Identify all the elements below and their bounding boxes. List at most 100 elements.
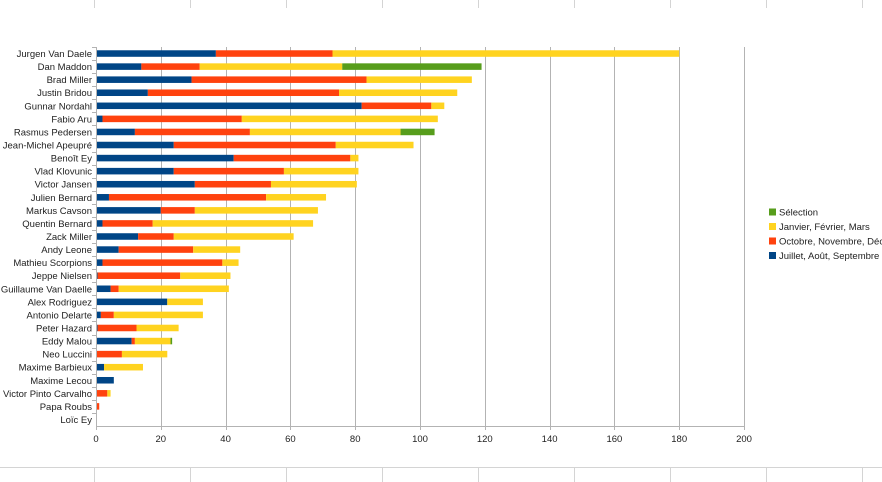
bar-series bbox=[96, 50, 680, 410]
bar-segment bbox=[366, 76, 472, 83]
bar-segment bbox=[113, 311, 203, 319]
x-tick-label: 60 bbox=[285, 434, 296, 445]
x-tick-label: 40 bbox=[220, 434, 231, 445]
category-label: Victor Pinto Carvalho bbox=[3, 389, 92, 400]
bar-segment bbox=[332, 50, 680, 57]
bar-segment bbox=[96, 337, 132, 345]
category-label: Antonio Delarte bbox=[27, 310, 92, 321]
category-label: Dan Maddon bbox=[38, 62, 92, 73]
category-label: Jean-Michel Apeupré bbox=[3, 141, 92, 152]
x-tick-label: 100 bbox=[412, 434, 428, 445]
bar-segment bbox=[96, 180, 195, 188]
bar-segment bbox=[131, 337, 135, 345]
bar-segment bbox=[361, 102, 432, 110]
bar-segment bbox=[152, 220, 314, 227]
bar-segment bbox=[96, 376, 114, 384]
bar-segment bbox=[97, 272, 181, 279]
bar-segment bbox=[170, 337, 173, 345]
bar-segment bbox=[249, 128, 401, 136]
category-label: Quentin Bernard bbox=[22, 219, 92, 230]
legend-label: Juillet, Août, Septembre bbox=[779, 251, 879, 262]
x-tick-label: 80 bbox=[350, 434, 361, 445]
x-tick-label: 180 bbox=[671, 434, 687, 445]
bar-segment bbox=[173, 141, 336, 149]
bar-segment bbox=[97, 324, 137, 332]
category-label: Andy Leone bbox=[41, 245, 92, 256]
bar-segment bbox=[134, 128, 250, 136]
category-label: Markus Cavson bbox=[26, 206, 92, 217]
category-label: Rasmus Pedersen bbox=[14, 127, 92, 138]
bar-segment bbox=[138, 233, 174, 240]
bar-segment bbox=[147, 89, 339, 97]
bar-segment bbox=[141, 63, 200, 70]
bar-segment bbox=[233, 154, 351, 162]
category-label: Julien Bernard bbox=[31, 193, 92, 204]
bar-segment bbox=[194, 180, 271, 188]
bar-segment bbox=[96, 207, 161, 214]
legend-swatch bbox=[769, 223, 776, 230]
category-label: Brad Miller bbox=[47, 75, 92, 86]
category-label: Neo Luccini bbox=[42, 350, 92, 361]
category-label: Benoît Ey bbox=[51, 154, 92, 165]
bar-segment bbox=[107, 390, 111, 397]
bar-segment bbox=[118, 285, 229, 293]
bar-segment bbox=[350, 154, 359, 162]
category-label: Maxime Lecou bbox=[30, 376, 92, 387]
bar-segment bbox=[121, 350, 168, 358]
category-label: Peter Hazard bbox=[36, 323, 92, 334]
bar-segment bbox=[173, 233, 294, 240]
category-label: Alex Rodriguez bbox=[28, 297, 93, 308]
legend: Sélection Janvier, Février, Mars Octobre, … bbox=[769, 208, 882, 262]
bar-segment bbox=[241, 115, 438, 123]
bar-segment bbox=[96, 390, 108, 397]
bar-segment bbox=[96, 350, 122, 358]
bar-segment bbox=[104, 363, 143, 371]
category-label: Vlad Klovunic bbox=[34, 167, 92, 178]
bar-segment bbox=[96, 194, 109, 201]
x-tick-label: 200 bbox=[736, 434, 752, 445]
bar-segment bbox=[199, 63, 343, 70]
bar-segment bbox=[342, 63, 482, 70]
bar-segment bbox=[96, 233, 139, 240]
category-label: Maxime Barbieux bbox=[19, 363, 93, 374]
bar-segment bbox=[191, 76, 367, 83]
legend-swatch bbox=[769, 208, 776, 216]
bar-segment bbox=[108, 194, 267, 201]
bar-segment bbox=[96, 403, 100, 410]
category-labels: Jurgen Van Daele Dan Maddon Brad Miller Jus… bbox=[1, 49, 92, 426]
category-label: Jeppe Nielsen bbox=[32, 271, 92, 282]
bar-segment bbox=[96, 76, 192, 83]
bar-segment bbox=[167, 298, 203, 306]
bar-segment bbox=[180, 272, 231, 279]
bar-segment bbox=[96, 63, 142, 70]
x-axis bbox=[92, 47, 745, 430]
x-tick-labels: 0 20 40 60 80 100 120 140 160 180 200 bbox=[93, 434, 752, 445]
category-label: Loïc Ey bbox=[60, 415, 92, 426]
bar-segment bbox=[96, 311, 101, 319]
bar-segment bbox=[173, 167, 284, 175]
bar-segment bbox=[118, 246, 194, 253]
bar-segment bbox=[100, 311, 114, 319]
bar-segment bbox=[96, 285, 111, 293]
category-label: Zack Miller bbox=[46, 232, 92, 243]
bar-segment bbox=[96, 128, 135, 136]
bar-segment bbox=[96, 115, 103, 123]
category-label: Gunnar Nordahl bbox=[24, 101, 92, 112]
x-tick-label: 0 bbox=[93, 434, 98, 445]
bar-segment bbox=[110, 285, 119, 293]
bar-segment bbox=[134, 337, 171, 345]
bar-segment bbox=[283, 167, 359, 175]
legend-swatch bbox=[769, 237, 776, 245]
bar-segment bbox=[102, 259, 223, 266]
category-label: Eddy Malou bbox=[42, 337, 92, 348]
x-tick-label: 140 bbox=[542, 434, 558, 445]
category-label: Victor Jansen bbox=[35, 180, 92, 191]
category-label: Guillaume Van Daelle bbox=[1, 284, 92, 295]
bar-segment bbox=[96, 89, 148, 97]
bar-segment bbox=[102, 115, 242, 123]
x-tick-label: 20 bbox=[156, 434, 167, 445]
bar-segment bbox=[194, 207, 318, 214]
bar-segment bbox=[102, 220, 153, 227]
